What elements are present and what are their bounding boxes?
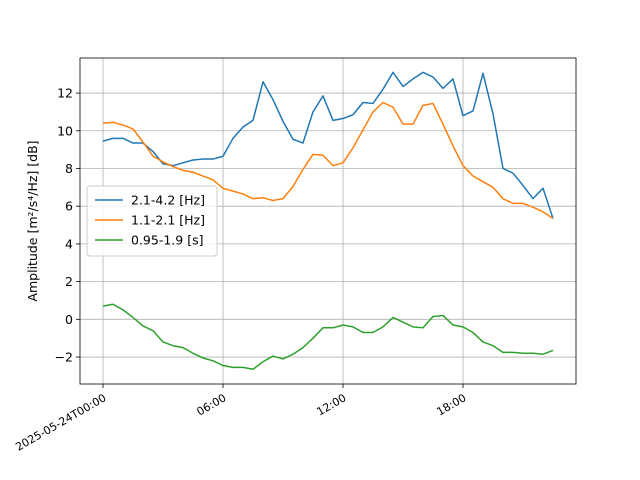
legend-label: 0.95-1.9 [s]	[131, 233, 203, 248]
y-tick-label: 8	[65, 161, 73, 176]
y-tick-label: 10	[57, 123, 73, 138]
legend-label: 1.1-2.1 [Hz]	[131, 213, 205, 228]
y-tick-label: 6	[65, 199, 73, 214]
y-tick-label: 4	[65, 236, 73, 251]
x-tick-label: 12:00	[315, 391, 349, 418]
y-axis-label: Amplitude [m²/s⁴/Hz] [dB]	[25, 140, 40, 301]
axes-frame	[79, 57, 577, 385]
y-tick-label: −2	[55, 350, 73, 365]
y-tick-label: 2	[65, 274, 73, 289]
data-line	[102, 101, 554, 220]
data-line	[102, 71, 554, 219]
x-tick-label: 18:00	[435, 391, 469, 418]
x-tick-label: 2025-05-24T00:00	[13, 391, 108, 453]
legend: 2.1-4.2 [Hz] 1.1-2.1 [Hz] 0.95-1.9 [s]	[86, 185, 218, 257]
x-tick-label: 06:00	[195, 391, 229, 418]
legend-label: 2.1-4.2 [Hz]	[131, 193, 205, 208]
y-tick-label: 12	[57, 86, 73, 101]
y-tick-label: 0	[65, 312, 73, 327]
data-line	[102, 303, 554, 371]
legend-box	[86, 185, 218, 257]
